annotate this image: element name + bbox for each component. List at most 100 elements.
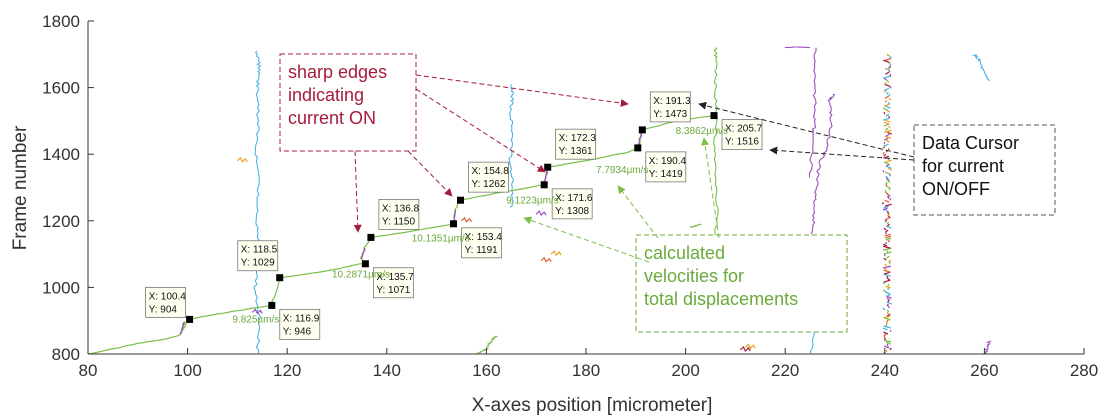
- cluster-segment: [885, 57, 892, 61]
- data-cursor-box: [145, 286, 186, 318]
- data-cursor-x: X: 135.7: [376, 272, 414, 283]
- cluster-segment: [888, 61, 891, 65]
- data-cursor: X: 190.4 Y: 1419: [634, 144, 686, 183]
- cluster-segment: [885, 119, 891, 123]
- cluster-segment: [889, 63, 892, 67]
- data-cursor-y: Y: 1150: [382, 216, 416, 227]
- velocities-arrow: [523, 216, 650, 263]
- y-tick-label: 1800: [42, 12, 80, 31]
- sharp-edges-arrow: [407, 150, 453, 197]
- velocities-annotation-box: [635, 234, 848, 333]
- cluster-segment: [887, 287, 890, 291]
- current-on-edge: [179, 321, 185, 335]
- data-cursor-marker: [457, 196, 464, 204]
- data-cursor: X: 116.9 Y: 946: [268, 301, 321, 340]
- cluster-segment: [883, 143, 889, 147]
- cluster-segment: [886, 211, 890, 215]
- cluster-segment: [884, 241, 888, 245]
- cluster-segment: [885, 177, 890, 181]
- cluster-segment: [883, 331, 889, 335]
- cluster-segment: [883, 129, 892, 133]
- data-cursor-x: X: 153.4: [465, 232, 503, 243]
- cluster-segment: [882, 245, 891, 249]
- cluster-segment: [883, 269, 891, 273]
- cluster-segment: [886, 255, 890, 259]
- data-cursor-box: [649, 91, 691, 123]
- data-cursor: X: 118.5 Y: 1029: [237, 240, 284, 282]
- data-cursor-x: X: 100.4: [149, 291, 187, 302]
- data-cursor-annotation-line: for current: [922, 156, 1004, 176]
- noise-mark: [461, 216, 472, 223]
- cluster-segment: [886, 313, 891, 317]
- cluster-segment: [883, 155, 890, 159]
- data-cursor-marker: [544, 163, 552, 171]
- data-cursor-box: [372, 267, 414, 299]
- background-trace: [971, 53, 990, 81]
- background-trace: [808, 47, 817, 178]
- data-cursor: X: 172.3 Y: 1361: [544, 128, 596, 171]
- x-tick-label: 100: [173, 361, 201, 380]
- x-tick-label: 120: [273, 361, 301, 380]
- cluster-segment: [885, 209, 890, 213]
- velocity-label: 8.3862µm/s: [676, 126, 728, 137]
- cluster-segment: [883, 315, 891, 319]
- velocities-arrow: [617, 185, 659, 239]
- cluster-segment: [889, 329, 892, 333]
- x-tick-label: 180: [572, 361, 600, 380]
- cluster-segment: [885, 139, 890, 143]
- cluster-segment: [882, 75, 891, 79]
- sharp-edges-annotation-line: current ON: [288, 108, 376, 128]
- data-cursor: X: 153.4 Y: 1191: [450, 220, 503, 259]
- data-cursor-arrow: [769, 146, 915, 161]
- velocity-label: 9.825µm/s: [232, 314, 279, 325]
- x-tick-label: 140: [373, 361, 401, 380]
- annotations: sharp edges indicating current ON Data Curs…: [279, 53, 1056, 333]
- data-cursor-box: [237, 240, 279, 272]
- cluster-segment: [882, 243, 888, 247]
- cluster-segment: [886, 221, 890, 225]
- cluster-segment: [887, 223, 890, 227]
- noise-mark: [251, 308, 263, 315]
- x-axis-title: X-axes position [micrometer]: [472, 395, 713, 416]
- x-tick-label: 220: [771, 361, 799, 380]
- data-cursor-annotation-box: [913, 124, 1056, 216]
- cluster-segment: [885, 181, 888, 185]
- background-trace: [784, 46, 811, 49]
- cluster-segment: [882, 107, 889, 111]
- cluster-segment: [884, 231, 887, 235]
- cluster-segment: [883, 345, 890, 349]
- cluster-segment: [886, 185, 891, 189]
- data-cursor-y: Y: 1473: [653, 109, 687, 120]
- data-cursor-y: Y: 904: [149, 304, 178, 315]
- cluster-segment: [889, 56, 892, 59]
- sharp-edges-annotation-box: [279, 53, 417, 152]
- data-cursor: X: 205.7 Y: 1516: [710, 112, 763, 150]
- cluster-segment: [882, 265, 892, 269]
- cluster-segment: [888, 167, 893, 171]
- cluster-segment: [885, 295, 892, 299]
- background-trace: [713, 47, 719, 255]
- data-cursor-box: [461, 227, 502, 259]
- data-cursor-annotation-line: Data Cursor: [922, 133, 1019, 153]
- velocity-label: 7.7934µm/s: [596, 165, 648, 176]
- cluster-segment: [885, 249, 889, 253]
- data-cursor: X: 154.8 Y: 1262: [457, 161, 509, 204]
- cluster-segment: [884, 199, 890, 203]
- cluster-segment: [885, 349, 888, 353]
- x-tick-label: 80: [79, 361, 98, 380]
- velocities-annotation-line: calculated: [644, 243, 725, 263]
- cluster-segment: [882, 327, 888, 331]
- cluster-segment: [886, 277, 891, 281]
- data-cursor-y: Y: 1071: [376, 285, 410, 296]
- data-cursor-y: Y: 946: [283, 326, 312, 337]
- cluster-segment: [883, 257, 887, 261]
- cluster-segment: [884, 83, 891, 87]
- cluster-segment: [886, 297, 891, 301]
- cluster-segment: [886, 179, 891, 183]
- data-cursor-arrow: [698, 101, 915, 158]
- cluster-segment: [886, 309, 890, 313]
- noise-mark: [744, 343, 756, 350]
- cluster-segment: [885, 203, 892, 207]
- data-cursor: X: 191.3 Y: 1473: [638, 91, 691, 134]
